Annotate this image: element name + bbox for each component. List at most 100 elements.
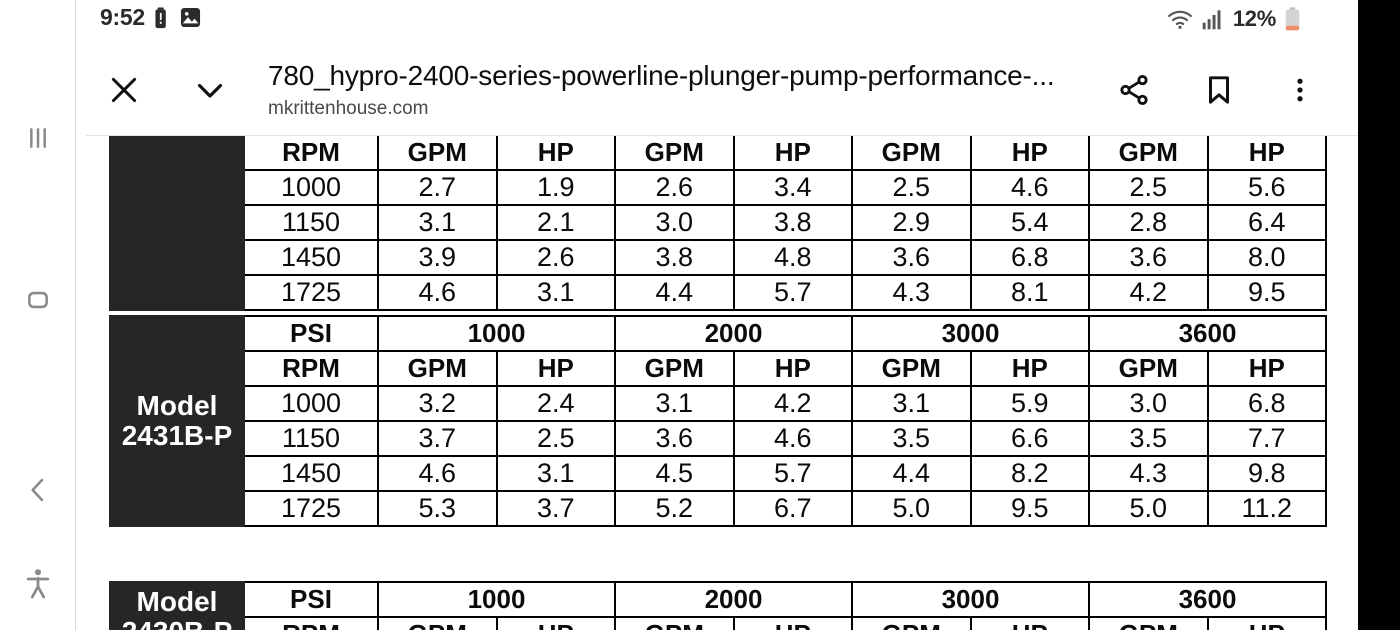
- overflow-menu-icon: [1297, 78, 1303, 102]
- data-value: 2.9: [851, 204, 972, 241]
- model-number: 2431B-P: [121, 420, 233, 451]
- wifi-icon: [1167, 10, 1192, 29]
- system-nav-rail: [0, 0, 76, 630]
- data-value: 6.4: [1206, 204, 1327, 241]
- page-domain: mkrittenhouse.com: [268, 98, 429, 120]
- rpm-value: 1000: [243, 169, 379, 206]
- close-icon: [111, 77, 137, 103]
- data-value: 3.2: [377, 385, 498, 422]
- unit-header: HP: [495, 616, 616, 630]
- rpm-value: 1725: [243, 274, 379, 311]
- rpm-header: RPM: [243, 616, 379, 630]
- data-value: 7.7: [1206, 420, 1327, 457]
- rpm-value: 1000: [243, 385, 379, 422]
- data-value: 4.6: [377, 455, 498, 492]
- page-title: 780_hypro-2400-series-powerline-plunger-…: [268, 59, 1055, 91]
- data-value: 5.2: [614, 490, 735, 527]
- data-value: 2.8: [1088, 204, 1209, 241]
- psi-header: PSI: [243, 581, 379, 618]
- table-row: 1450 3.9 2.6 3.8 4.8 3.6 6.8 3.6 8.0: [110, 239, 1327, 276]
- rpm-value: 1150: [243, 420, 379, 457]
- data-value: 6.8: [1206, 385, 1327, 422]
- pump-performance-table-partial-top: PSI1000200030003600RPMGPMHPGPMHPGPMHPGPM…: [109, 136, 1327, 311]
- data-value: 3.7: [377, 420, 498, 457]
- model-label: Model: [136, 389, 218, 421]
- rpm-header: RPM: [243, 136, 379, 171]
- data-value: 3.1: [851, 385, 972, 422]
- data-value: 4.6: [969, 169, 1090, 206]
- battery-alert-icon: [155, 6, 166, 28]
- table-body: Model2430B-PPSI1000200030003600RPMGPMHPG…: [109, 581, 1327, 630]
- model-cell: Model2430B-P: [109, 581, 245, 630]
- data-value: 4.3: [1088, 455, 1209, 492]
- chevron-down-icon: [197, 83, 223, 98]
- table-row: 1725 4.6 3.1 4.4 5.7 4.3 8.1 4.2 9.5: [110, 274, 1327, 311]
- data-value: 3.8: [732, 204, 853, 241]
- data-value: 5.0: [1088, 490, 1209, 527]
- model-number: 2430B-P: [117, 616, 237, 630]
- unit-header: HP: [969, 616, 1090, 630]
- data-value: 2.1: [495, 204, 616, 241]
- pressure-header: 1000: [377, 315, 616, 352]
- collapse-button[interactable]: [184, 64, 236, 116]
- data-value: 5.7: [732, 274, 853, 311]
- data-value: 2.6: [614, 169, 735, 206]
- recents-button[interactable]: [0, 110, 76, 166]
- recents-icon: [30, 128, 46, 148]
- data-value: 1.9: [495, 169, 616, 206]
- home-button[interactable]: [0, 272, 76, 328]
- back-button[interactable]: [0, 462, 76, 518]
- data-value: 4.2: [1088, 274, 1209, 311]
- share-icon: [1120, 74, 1148, 106]
- accessibility-button[interactable]: [0, 556, 76, 612]
- image-icon: [180, 7, 200, 28]
- data-value: 5.0: [851, 490, 972, 527]
- data-value: 3.0: [614, 204, 735, 241]
- pressure-header: 2000: [614, 315, 853, 352]
- pressure-header: 3600: [1088, 581, 1327, 618]
- unit-header: GPM: [614, 136, 735, 171]
- data-value: 3.6: [614, 420, 735, 457]
- table-row: 1150 3.1 2.1 3.0 3.8 2.9 5.4 2.8 6.4: [110, 204, 1327, 241]
- pump-performance-table-2431B-P: Model 2431B-P PSI 1000 2000 3000 3600 RPM GPM HP G…: [109, 315, 1327, 527]
- rpm-value: 1150: [243, 204, 379, 241]
- data-value: 3.0: [1088, 385, 1209, 422]
- unit-header: GPM: [614, 350, 735, 387]
- table-body: PSI1000200030003600RPMGPMHPGPMHPGPMHPGPM…: [109, 136, 1327, 311]
- unit-header: GPM: [377, 136, 498, 171]
- unit-header: GPM: [851, 616, 972, 630]
- data-value: 3.1: [377, 204, 498, 241]
- close-button[interactable]: [98, 64, 150, 116]
- share-button[interactable]: [1108, 64, 1160, 116]
- data-value: 3.7: [495, 490, 616, 527]
- pressure-header: 3600: [1088, 315, 1327, 352]
- unit-header: GPM: [851, 136, 972, 171]
- more-options-button[interactable]: [1274, 64, 1326, 116]
- unit-header: HP: [1206, 350, 1327, 387]
- data-value: 8.1: [969, 274, 1090, 311]
- unit-header: GPM: [1088, 616, 1209, 630]
- table-row: 1150 3.7 2.5 3.6 4.6 3.5 6.6 3.5 7.7: [110, 420, 1327, 457]
- data-value: 9.8: [1206, 455, 1327, 492]
- data-value: 3.6: [1088, 239, 1209, 276]
- data-value: 2.4: [495, 385, 616, 422]
- status-clock: 9:52: [100, 4, 145, 30]
- data-value: 11.2: [1206, 490, 1327, 527]
- data-value: 6.7: [732, 490, 853, 527]
- data-value: 4.5: [614, 455, 735, 492]
- rpm-value: 1450: [243, 239, 379, 276]
- pressure-header: 1000: [377, 581, 616, 618]
- document-scroll-area[interactable]: PSI1000200030003600RPMGPMHPGPMHPGPMHPGPM…: [76, 136, 1358, 630]
- accessibility-icon: [26, 569, 50, 599]
- model-cell: [109, 136, 245, 311]
- unit-header: GPM: [614, 616, 735, 630]
- bookmark-button[interactable]: [1193, 64, 1245, 116]
- rpm-value: 1450: [243, 455, 379, 492]
- data-value: 9.5: [969, 490, 1090, 527]
- pressure-header: 3000: [851, 315, 1090, 352]
- data-value: 2.5: [1088, 169, 1209, 206]
